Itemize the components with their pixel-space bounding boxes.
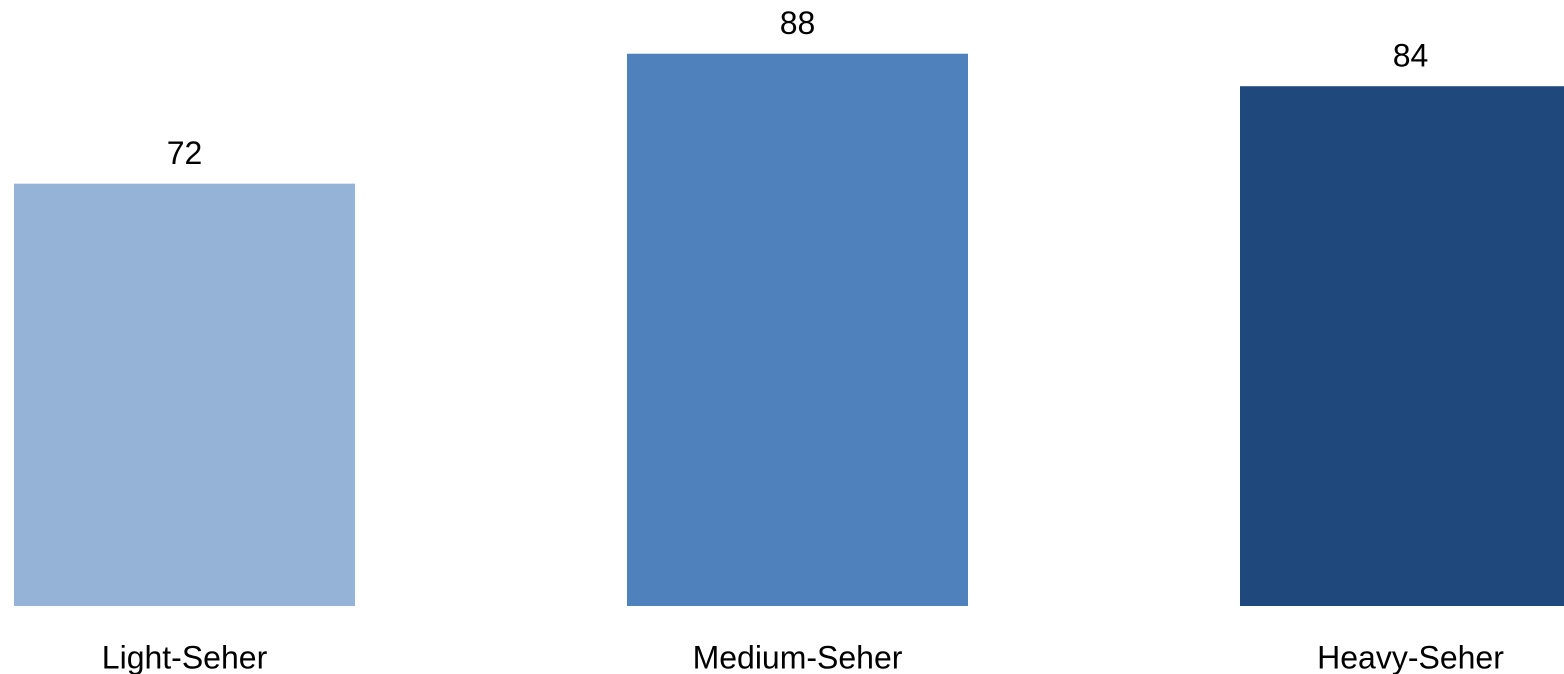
x-tick-label: Medium-Seher — [693, 639, 903, 674]
bar — [627, 53, 968, 606]
x-tick-label: Light-Seher — [102, 639, 268, 674]
bar — [1240, 86, 1564, 607]
bar — [14, 183, 355, 607]
value-label: 88 — [780, 5, 816, 41]
value-label: 72 — [167, 135, 203, 171]
x-tick-label: Heavy-Seher — [1317, 639, 1504, 674]
value-label: 84 — [1393, 38, 1429, 74]
